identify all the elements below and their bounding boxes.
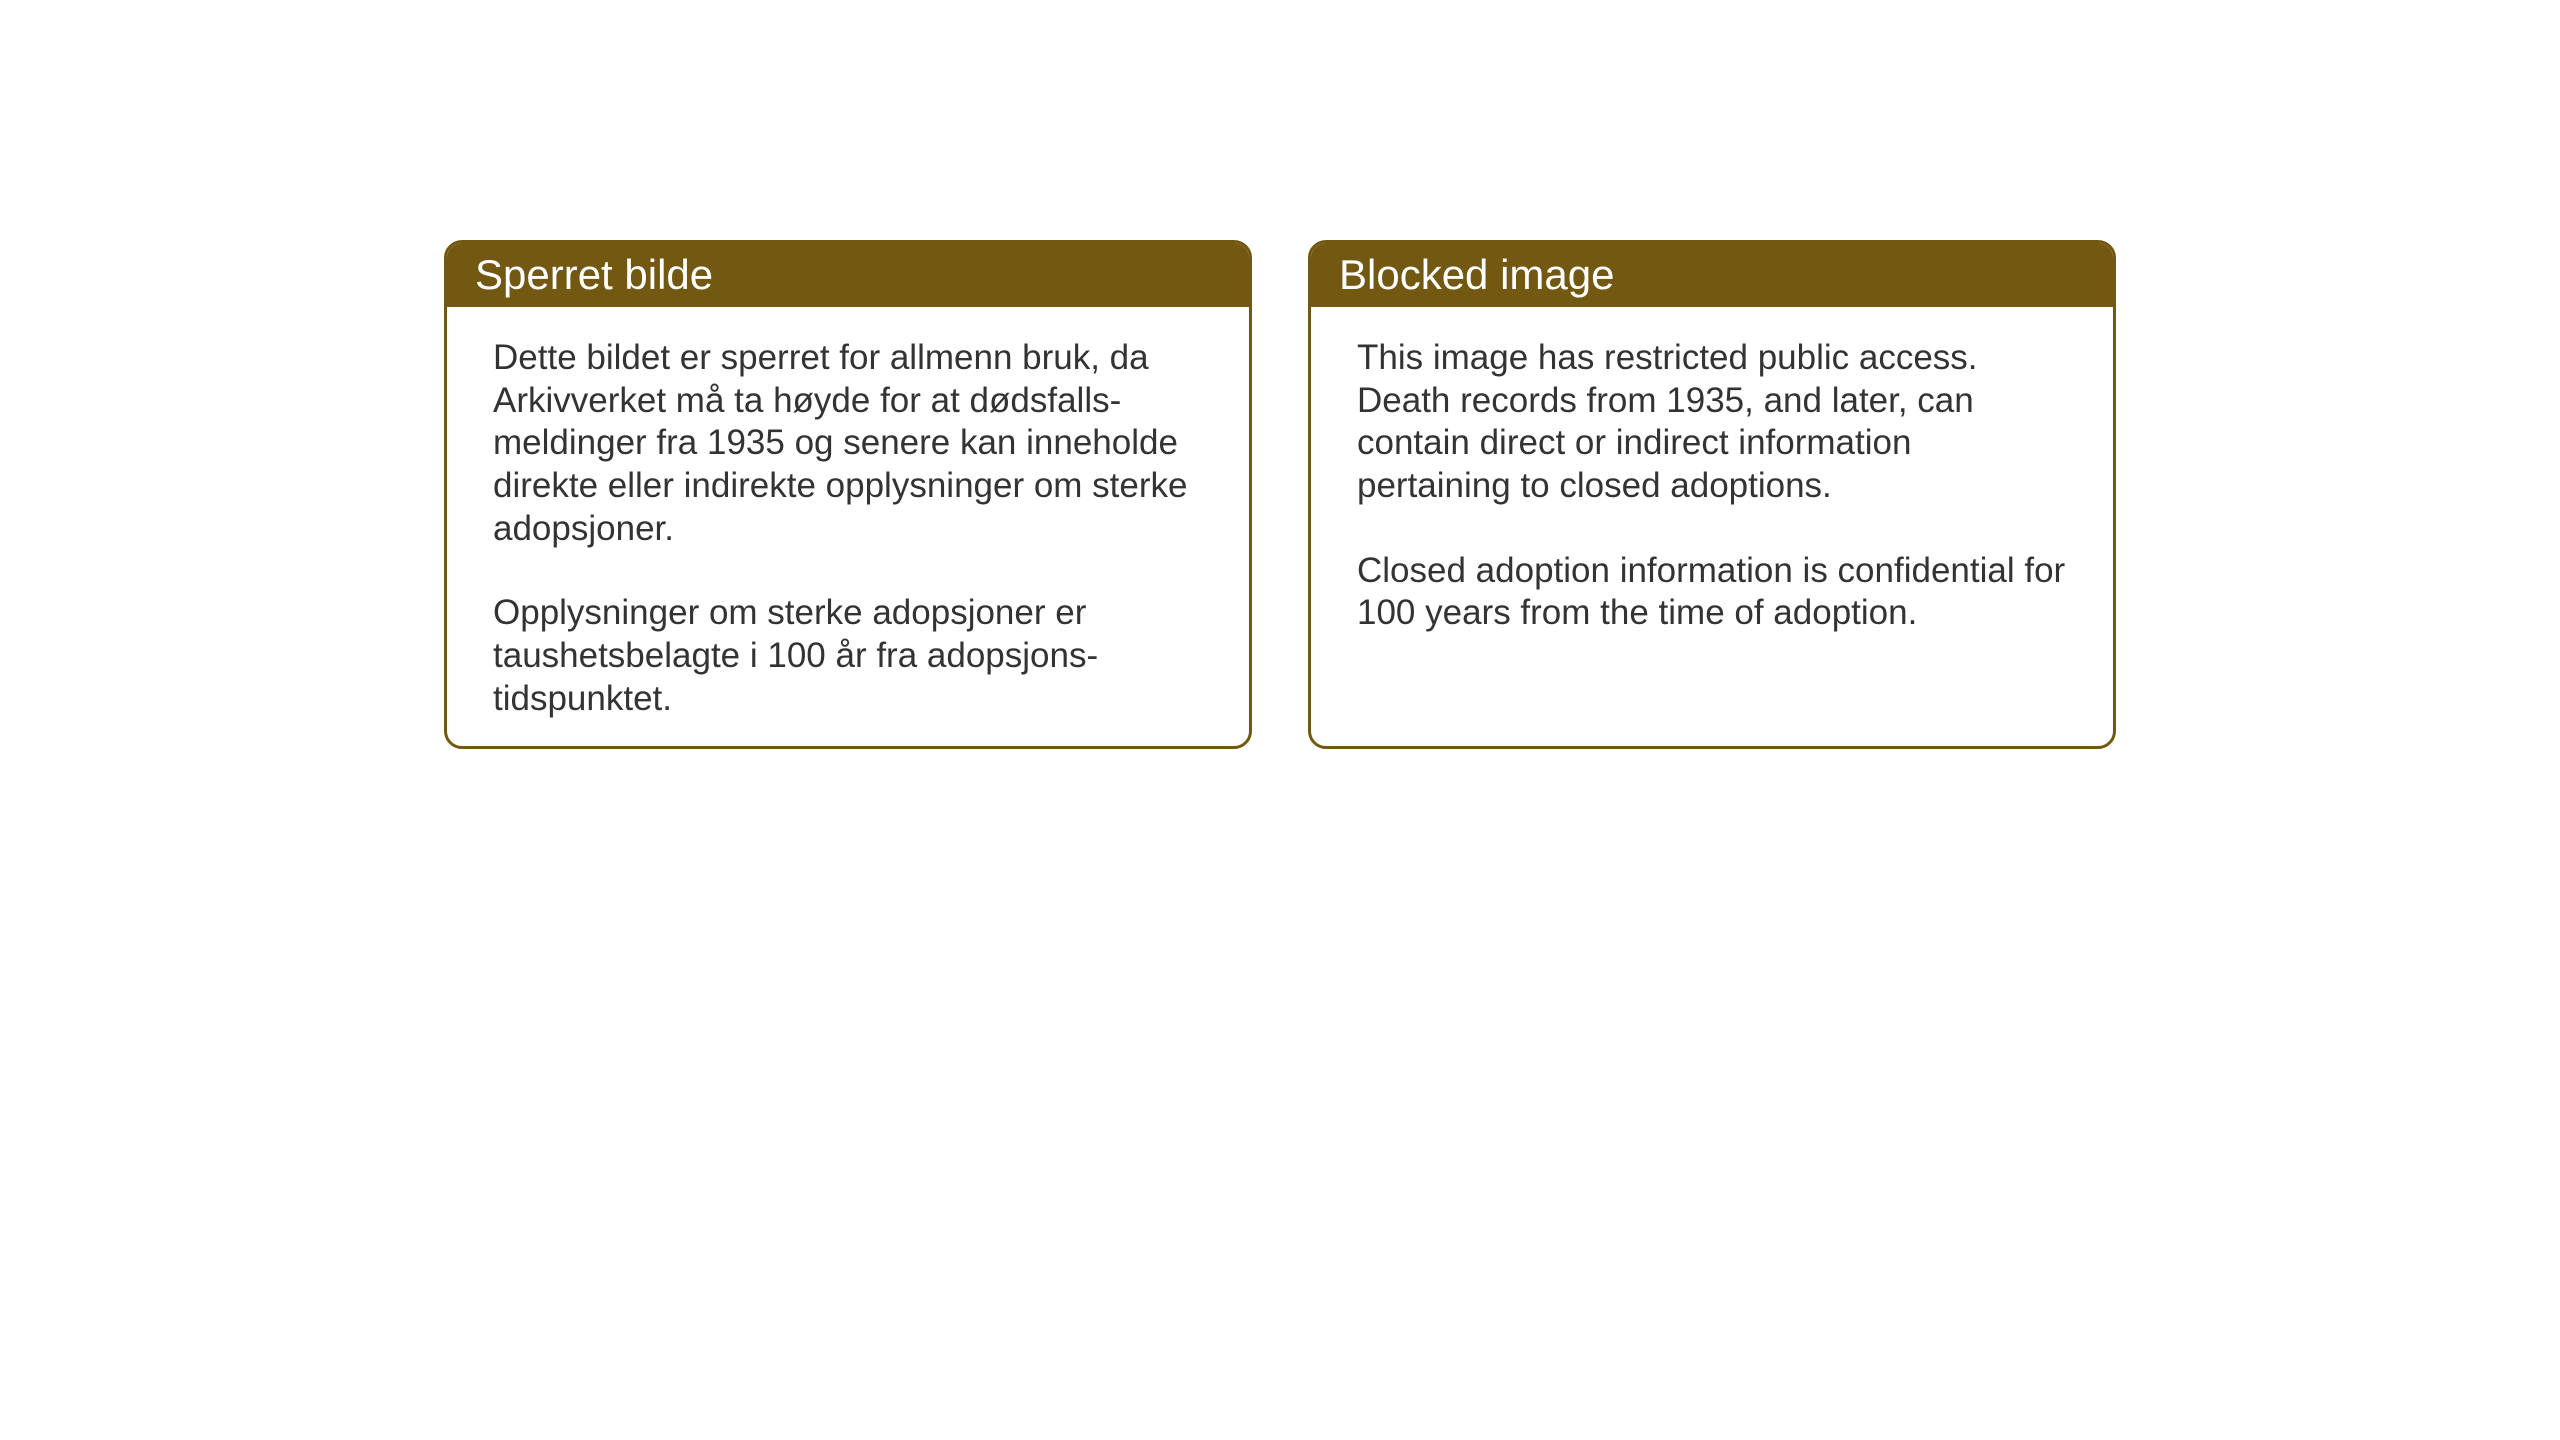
norwegian-paragraph-1: Dette bildet er sperret for allmenn bruk… — [493, 337, 1203, 550]
notice-container: Sperret bilde Dette bildet er sperret fo… — [444, 240, 2116, 749]
english-paragraph-1: This image has restricted public access.… — [1357, 337, 2067, 508]
english-notice-card: Blocked image This image has restricted … — [1308, 240, 2116, 749]
norwegian-card-title: Sperret bilde — [447, 243, 1249, 307]
norwegian-notice-card: Sperret bilde Dette bildet er sperret fo… — [444, 240, 1252, 749]
english-card-body: This image has restricted public access.… — [1311, 307, 2113, 665]
english-card-title: Blocked image — [1311, 243, 2113, 307]
norwegian-card-body: Dette bildet er sperret for allmenn bruk… — [447, 307, 1249, 749]
norwegian-paragraph-2: Opplysninger om sterke adopsjoner er tau… — [493, 592, 1203, 720]
english-paragraph-2: Closed adoption information is confident… — [1357, 550, 2067, 635]
